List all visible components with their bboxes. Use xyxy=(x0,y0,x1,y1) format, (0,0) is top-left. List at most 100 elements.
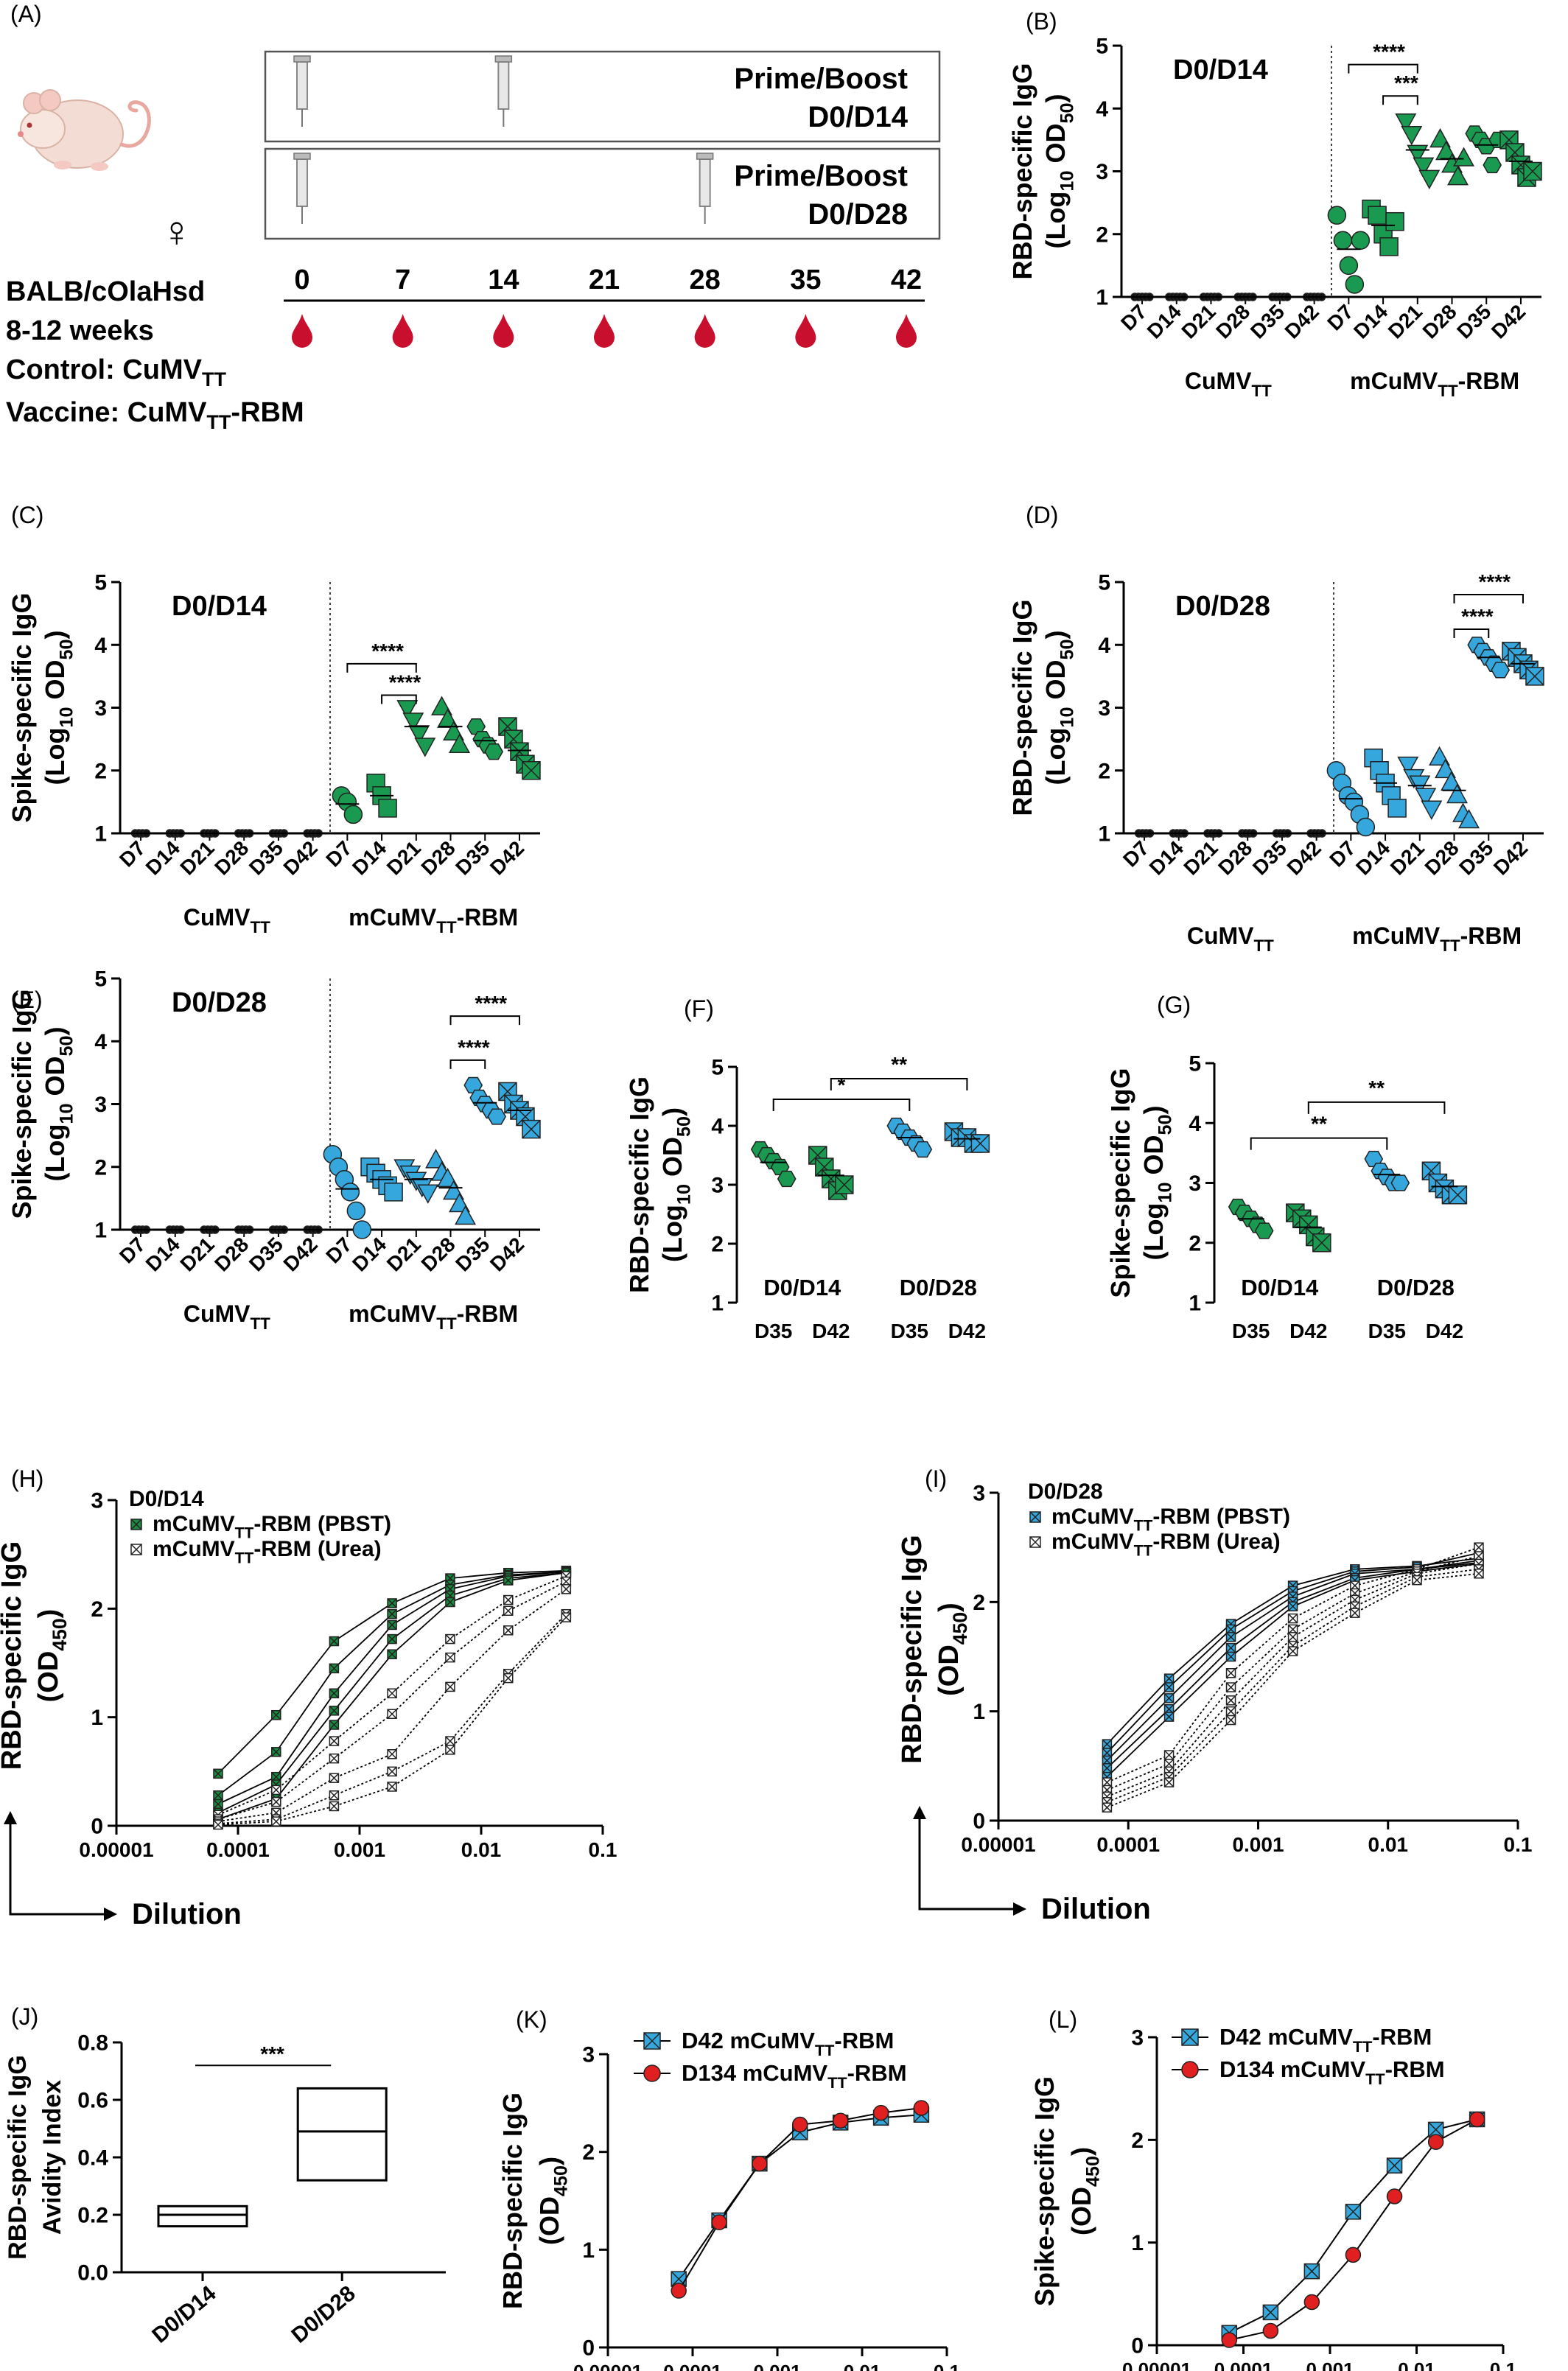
x-tick-label: D28 xyxy=(210,836,253,879)
y-tick-label: 4 xyxy=(94,634,107,658)
chart-title: D0/D14 xyxy=(1173,55,1268,85)
panel-letter: (L) xyxy=(1049,2006,1077,2033)
significance-label: **** xyxy=(371,640,404,662)
marker-cross xyxy=(271,1785,281,1795)
marker-circle xyxy=(346,1201,366,1221)
group-label: mCuMVTT-RBM xyxy=(349,904,518,936)
x-tick-label: 0.00001 xyxy=(961,1833,1035,1856)
y-tick-label: 1 xyxy=(1131,2231,1144,2255)
y-tick-label: 0.6 xyxy=(77,2089,108,2113)
marker-cross xyxy=(1474,1569,1484,1579)
y-tick-label: 2 xyxy=(1098,759,1110,783)
marker-triangle-down xyxy=(414,738,436,757)
y-tick-label: 0 xyxy=(1131,2334,1144,2358)
timeline-day-label: 21 xyxy=(589,265,620,295)
group-label: D0/D28 xyxy=(900,1275,977,1300)
marker-triangle-up xyxy=(1453,147,1474,167)
data-point xyxy=(387,1633,397,1645)
marker-cross xyxy=(329,1754,339,1764)
marker-circle xyxy=(832,2112,849,2129)
group-label: CuMVTT xyxy=(183,904,270,936)
control-label: Control: CuMVTT xyxy=(6,354,226,391)
data-point xyxy=(425,1149,447,1169)
data-point xyxy=(1351,231,1371,251)
data-point xyxy=(1102,1739,1113,1749)
marker-circle xyxy=(711,2214,727,2230)
marker-cross xyxy=(271,1710,281,1720)
marker-hexagon xyxy=(1254,1222,1274,1239)
y-tick-label: 1 xyxy=(1098,822,1110,847)
data-point xyxy=(431,696,452,715)
y-tick-label: 4 xyxy=(94,1030,107,1054)
y-tick-label: 5 xyxy=(711,1056,724,1080)
marker-cross xyxy=(1350,1608,1360,1618)
legend-marker xyxy=(1029,1511,1041,1523)
marker-cross xyxy=(271,1816,281,1827)
x-tick-label: D14 xyxy=(1349,300,1393,343)
marker-triangle-down xyxy=(1415,788,1437,808)
blood-drop-icon xyxy=(493,314,514,348)
chart-title: D0/D28 xyxy=(1175,591,1270,622)
data-point xyxy=(1429,127,1451,148)
marker-cross xyxy=(1428,2121,1444,2137)
data-point xyxy=(329,1736,340,1746)
x-tick-label: 0.01 xyxy=(461,1838,502,1861)
data-point xyxy=(1453,147,1474,167)
marker-triangle-up xyxy=(425,1149,447,1169)
y-tick-label: 3 xyxy=(94,1093,107,1117)
marker-circle xyxy=(1327,206,1347,225)
data-point xyxy=(1345,2246,1362,2263)
marker-cross xyxy=(671,2271,687,2287)
data-point xyxy=(271,1747,281,1757)
y-tick-label: 1 xyxy=(94,1219,107,1243)
y-tick-label: 3 xyxy=(1131,2026,1144,2050)
data-point xyxy=(1356,817,1376,837)
data-point xyxy=(1386,2188,1403,2204)
data-point xyxy=(445,1652,455,1663)
panel-e-chart: (E) 1 2 3 4 5 Spike-specific IgG (Log10 OD50) D0… xyxy=(7,967,541,1333)
significance-label: **** xyxy=(389,670,421,693)
data-point xyxy=(1523,161,1542,181)
syringe-plunger xyxy=(696,153,714,160)
y-tick-label: 1 xyxy=(973,1700,985,1724)
marker-cross xyxy=(1226,1632,1236,1642)
legend-label: D134 mCuMVTT-RBM xyxy=(1219,2056,1445,2088)
data-point xyxy=(1491,662,1511,679)
x-tick-label: 0.0001 xyxy=(663,2361,722,2371)
panel-letter: (B) xyxy=(1026,8,1057,35)
data-point xyxy=(443,1180,464,1200)
data-point xyxy=(1368,206,1387,225)
group-label: CuMVTT xyxy=(183,1300,270,1333)
data-point xyxy=(387,1766,397,1777)
x-tick-label: D42 xyxy=(1487,300,1530,343)
marker-triangle-down xyxy=(1409,775,1431,795)
significance-bracket xyxy=(1382,95,1418,105)
marker-circle xyxy=(343,805,363,824)
x-tick-label: 0.0001 xyxy=(206,1838,270,1861)
y-tick-label: 2 xyxy=(1131,2129,1144,2153)
x-tick-label: D35 xyxy=(1246,300,1289,343)
legend-marker xyxy=(130,1519,142,1530)
chart-title: D0/D14 xyxy=(172,591,267,622)
x-tick-label: 0.001 xyxy=(1306,2358,1354,2371)
data-point xyxy=(970,1134,990,1153)
data-point xyxy=(1287,1632,1298,1642)
data-point xyxy=(445,1736,455,1746)
data-point xyxy=(1163,1673,1175,1684)
marker-square xyxy=(1385,211,1404,231)
data-point xyxy=(1225,1632,1236,1642)
panel-letter: (J) xyxy=(11,2003,38,2030)
syringe-plunger xyxy=(293,153,311,160)
timeline-day-label: 28 xyxy=(690,265,721,295)
marker-cross xyxy=(1181,2028,1199,2046)
data-point xyxy=(414,738,436,757)
data-point xyxy=(503,1673,514,1684)
y-tick-label: 1 xyxy=(94,822,107,847)
avidity-box xyxy=(157,2204,248,2228)
marker-cross xyxy=(522,1120,541,1139)
data-point xyxy=(271,1709,281,1720)
data-point xyxy=(1435,758,1456,779)
data-point xyxy=(1287,1613,1298,1624)
data-point xyxy=(329,1790,340,1801)
data-point xyxy=(1163,1777,1175,1787)
